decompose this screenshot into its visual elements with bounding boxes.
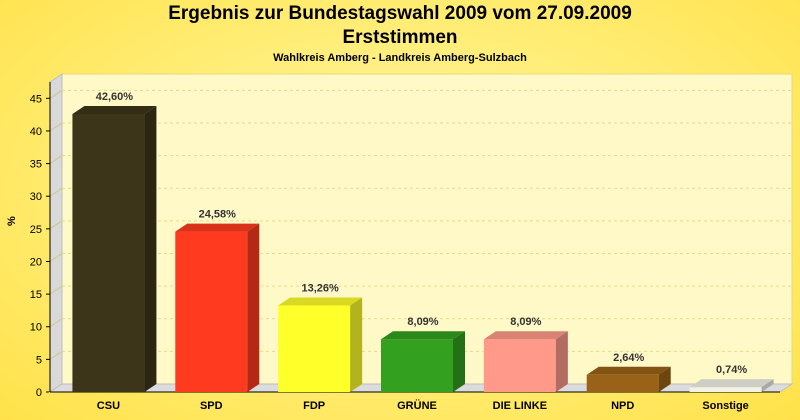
chart-title-line1: Ergebnis zur Bundestagswahl 2009 vom 27.… [168,3,632,24]
y-tick-label: 35 [30,159,42,171]
plot-side-wall [49,73,63,393]
bar-side [453,331,465,392]
bar-side [658,366,671,392]
bar [689,387,762,392]
x-tick-label: FDP [303,400,325,412]
bar [278,305,351,392]
bar-value-label: 8,09% [407,316,438,328]
x-tick-label: DIE LINKE [493,400,547,412]
gridline-side [49,318,63,328]
gridline-side [49,253,63,262]
gridline-side [49,155,63,164]
y-tick-label: 45 [30,93,42,105]
bar-value-label: 13,26% [301,282,339,294]
bar [483,339,556,392]
bar-side [350,297,363,392]
x-tick-label: GRÜNE [397,399,437,412]
y-tick-label: 30 [30,191,42,203]
bar-top [483,331,568,340]
y-tick-label: 0 [36,387,42,399]
bar [72,113,145,393]
x-tick-label: Sonstige [702,400,748,412]
bar [175,231,248,392]
bar-value-label: 0,74% [716,364,747,376]
gridline-side [49,187,63,197]
x-tick-label: SPD [200,400,223,412]
gridline-side [49,285,63,295]
gridline-side [49,220,63,230]
y-tick-label: 10 [30,322,42,334]
bar-side [761,379,774,392]
bar-side [247,223,260,392]
bar-value-label: 24,58% [199,209,237,221]
bar-top [175,223,260,232]
gridline-side [49,122,63,132]
bar-top [381,331,465,340]
y-tick-label: 15 [30,289,42,301]
bar-top [72,105,157,114]
y-tick-label: 5 [36,354,42,366]
y-tick-label: 20 [30,256,42,268]
bar-value-label: 8,09% [510,316,541,328]
gridline-side [49,89,63,99]
chart-title: Ergebnis zur Bundestagswahl 2009 vom 27.… [0,2,800,50]
chart-subtitle: Wahlkreis Amberg - Landkreis Amberg-Sulz… [273,52,527,64]
bar [586,374,659,392]
bar-top [586,366,671,375]
bar-side [144,105,157,393]
bar-top [689,379,774,388]
x-tick-label: NPD [611,400,634,412]
chart-title-line2: Erststimmen [342,27,458,48]
x-tick-label: CSU [97,400,120,412]
y-tick-label: 25 [30,224,42,236]
y-tick-label: 40 [30,126,42,138]
bar [381,339,453,392]
bar-top [278,297,363,306]
bar-value-label: 42,60% [96,91,134,103]
bar-side [555,331,568,392]
gridline-side [49,350,63,360]
bar-value-label: 2,64% [613,352,644,364]
